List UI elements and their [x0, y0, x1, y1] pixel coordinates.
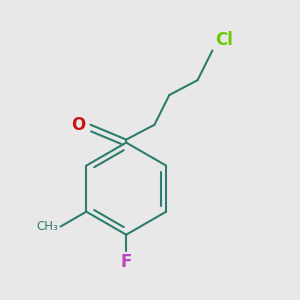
- Text: O: O: [71, 116, 85, 134]
- Text: Cl: Cl: [215, 31, 233, 49]
- Text: CH₃: CH₃: [37, 220, 58, 233]
- Text: F: F: [121, 254, 132, 272]
